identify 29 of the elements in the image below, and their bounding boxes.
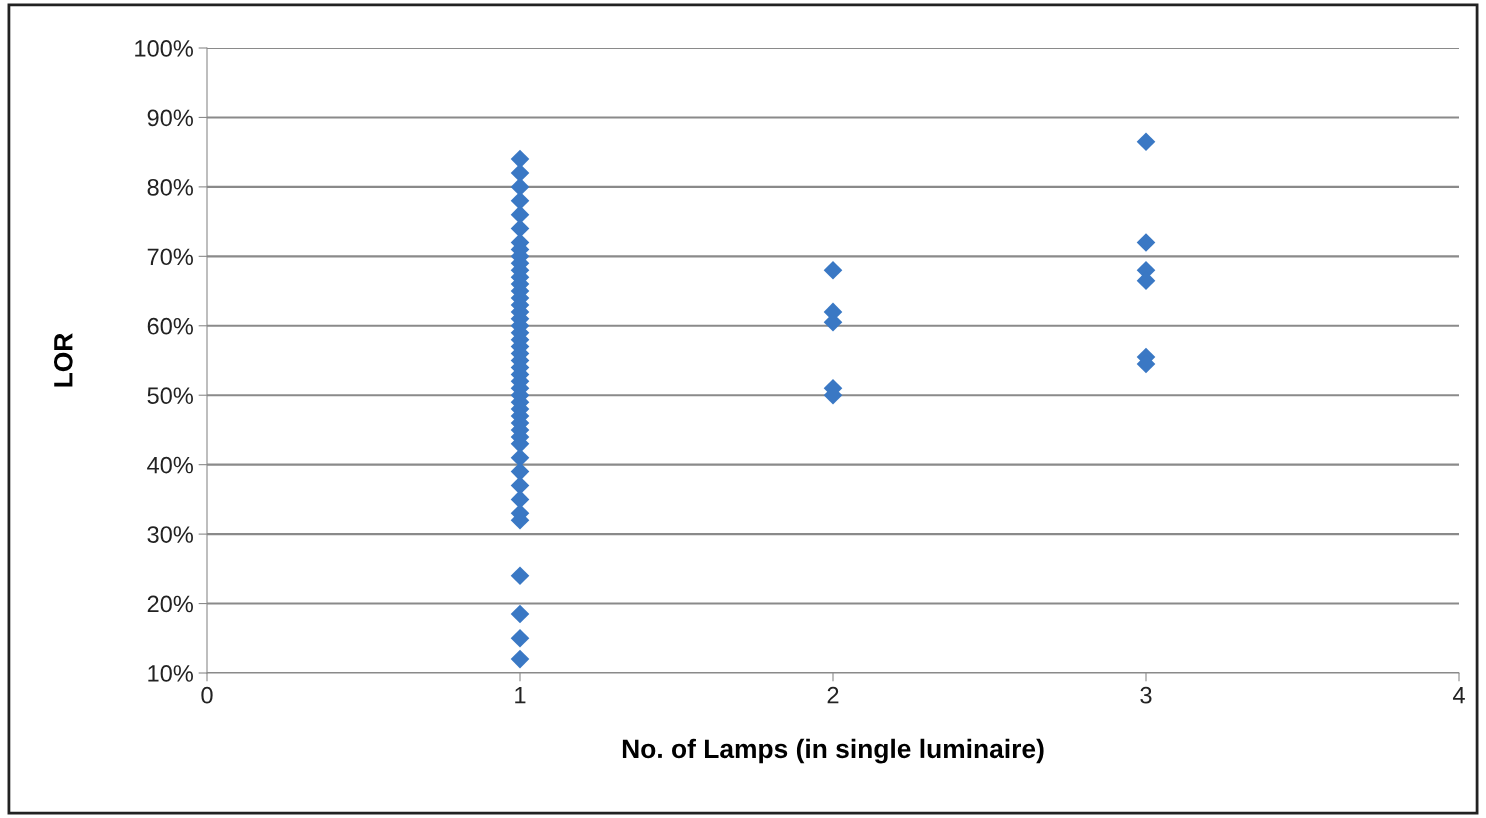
point	[510, 191, 530, 211]
point	[510, 566, 530, 586]
point	[510, 604, 530, 624]
point	[1136, 132, 1156, 152]
x-tick-label: 0	[201, 686, 213, 704]
x-tick-label: 2	[827, 686, 839, 704]
point	[510, 628, 530, 648]
point	[823, 260, 843, 280]
y-tick-label: 60%	[147, 317, 193, 335]
y-tick-label: 80%	[147, 178, 193, 196]
y-tick-label: 40%	[147, 456, 193, 474]
y-tick-label: 10%	[148, 665, 193, 682]
y-axis-title: LOR	[53, 333, 73, 387]
x-tick-label: 4	[1452, 687, 1465, 704]
point	[510, 649, 530, 669]
point	[510, 149, 530, 169]
point	[1136, 233, 1156, 252]
y-tick-label: 90%	[147, 109, 193, 127]
x-tick-label: 3	[1140, 686, 1152, 704]
y-tick-label: 50%	[147, 387, 193, 405]
y-tick-label: 100%	[135, 40, 193, 57]
point	[510, 448, 530, 468]
x-tick-label: 1	[515, 687, 526, 704]
point	[510, 177, 530, 197]
y-tick-label: 70%	[147, 248, 193, 266]
y-tick-label: 20%	[147, 595, 193, 613]
y-tick-label: 30%	[147, 526, 193, 543]
point	[510, 163, 530, 183]
x-axis-title: No. of Lamps (in single luminaire)	[622, 738, 1044, 764]
